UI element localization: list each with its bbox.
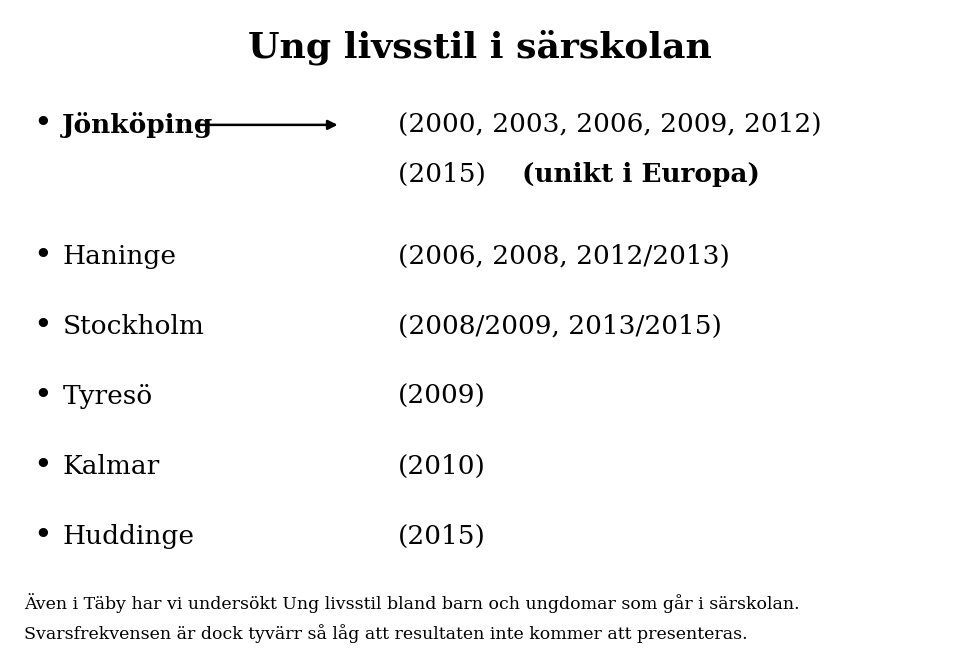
Text: Även i Täby har vi undersökt Ung livsstil bland barn och ungdomar som går i särs: Även i Täby har vi undersökt Ung livssti…: [24, 593, 800, 613]
Text: (2010): (2010): [398, 454, 486, 479]
Text: •: •: [34, 451, 53, 482]
Text: (2009): (2009): [398, 384, 486, 409]
Text: (2015): (2015): [398, 163, 494, 187]
Text: •: •: [34, 241, 53, 272]
Text: Haninge: Haninge: [62, 244, 176, 269]
Text: Ung livsstil i särskolan: Ung livsstil i särskolan: [247, 30, 712, 65]
Text: (unikt i Europa): (unikt i Europa): [523, 163, 760, 187]
Text: (2000, 2003, 2006, 2009, 2012): (2000, 2003, 2006, 2009, 2012): [398, 113, 822, 137]
Text: •: •: [34, 311, 53, 342]
Text: Stockholm: Stockholm: [62, 314, 204, 339]
Text: Tyresö: Tyresö: [62, 384, 152, 409]
Text: •: •: [34, 381, 53, 412]
Text: (2008/2009, 2013/2015): (2008/2009, 2013/2015): [398, 314, 722, 339]
Text: Svarsfrekvensen är dock tyvärr så låg att resultaten inte kommer att presenteras: Svarsfrekvensen är dock tyvärr så låg at…: [24, 625, 748, 643]
Text: (2015): (2015): [398, 523, 486, 549]
Text: (2006, 2008, 2012/2013): (2006, 2008, 2012/2013): [398, 244, 730, 269]
Text: •: •: [34, 521, 53, 551]
Text: Jönköping: Jönköping: [62, 112, 214, 138]
Text: Kalmar: Kalmar: [62, 454, 159, 479]
Text: Huddinge: Huddinge: [62, 523, 195, 549]
Text: •: •: [34, 109, 53, 141]
